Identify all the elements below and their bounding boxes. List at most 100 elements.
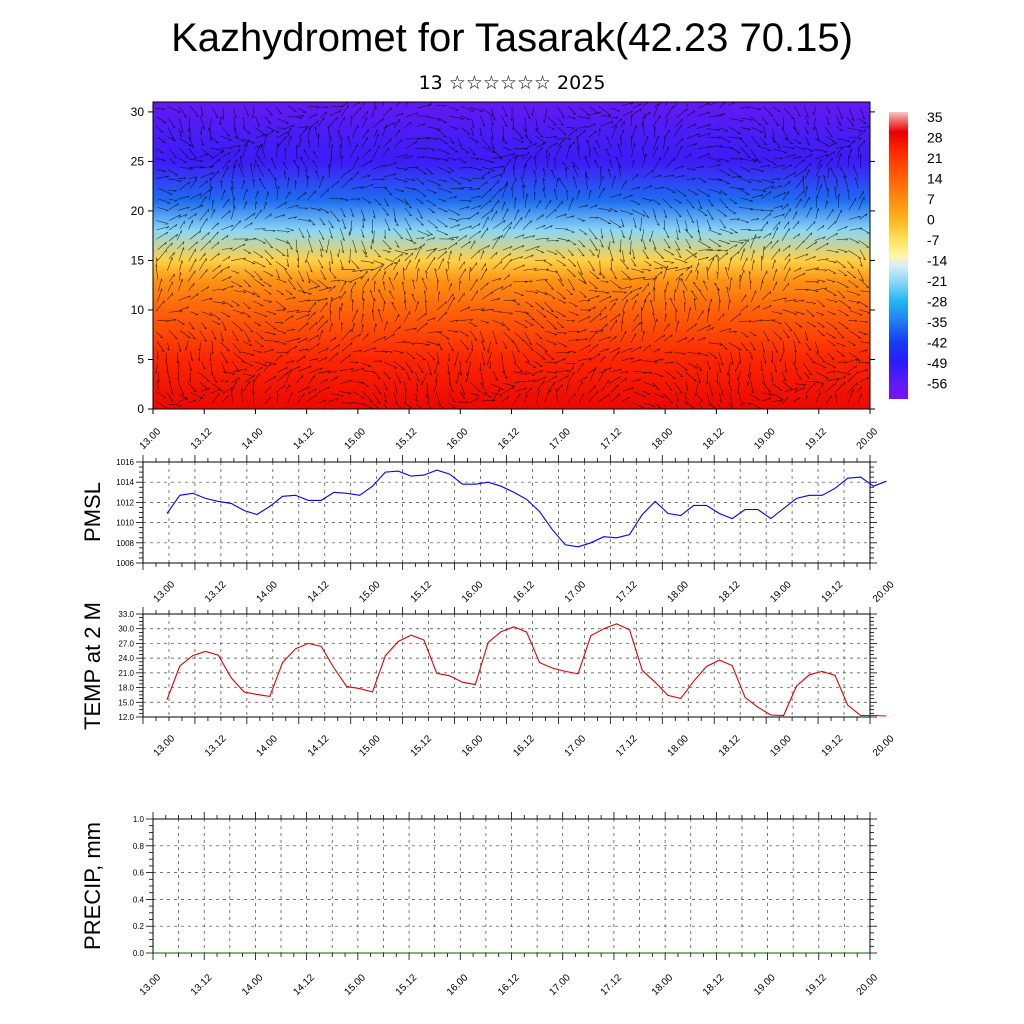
x-tick-label: 14.00 <box>254 733 280 759</box>
wind-vector-paths <box>155 102 870 409</box>
x-tick-label: 14.00 <box>240 426 266 452</box>
x-tick-label: 18.12 <box>701 426 727 452</box>
y-tick-label: 10 <box>131 303 145 317</box>
x-tick-label: 20.00 <box>871 579 897 605</box>
y-tick-label: 30 <box>131 105 145 119</box>
x-tick-label: 13.12 <box>203 733 229 759</box>
colorbar-label: -42 <box>927 335 947 351</box>
x-tick-label: 18.00 <box>650 972 676 998</box>
x-tick-label: 19.12 <box>803 972 829 998</box>
x-tick-label: 13.00 <box>138 426 164 452</box>
x-tick-label: 13.00 <box>138 972 164 998</box>
x-tick-label: 20.00 <box>855 426 881 452</box>
x-tick-label: 17.12 <box>599 426 625 452</box>
colorbar-label: 0 <box>927 212 935 228</box>
colorbar-label: 35 <box>927 109 943 125</box>
y-tick-label: 24.0 <box>118 654 134 663</box>
y-tick-label: 0.0 <box>133 949 145 958</box>
x-tick-label: 16.12 <box>511 579 537 605</box>
x-tick-label: 19.00 <box>768 579 794 605</box>
chart-subtitle: 13 ☆☆☆☆☆☆ 2025 <box>418 72 606 94</box>
colorbar-bar <box>889 112 908 399</box>
y-tick-label: 0.6 <box>133 869 145 878</box>
colorbar-label: -7 <box>927 232 940 248</box>
y-tick-label: 1008 <box>116 539 134 548</box>
y-tick-label: 20 <box>131 204 145 218</box>
x-tick-label: 13.00 <box>152 733 178 759</box>
x-tick-label: 13.12 <box>189 426 215 452</box>
y-tick-label: 1010 <box>116 519 134 528</box>
x-tick-label: 19.12 <box>820 733 846 759</box>
y-tick-label: 1012 <box>116 498 134 507</box>
x-tick-label: 17.00 <box>547 426 573 452</box>
colorbar: 35 28 21 14 7 0 -7 -14 -21 -28 -35 -42 -49 -56 <box>889 109 947 399</box>
y-tick-label: 0 <box>137 402 144 416</box>
cross-section-panel: 0 5 10 15 20 25 30 13.00 13.12 14.00 14.12 15.00 15.… <box>131 101 881 452</box>
colorbar-label: 28 <box>927 130 943 146</box>
x-tick-label: 16.12 <box>511 733 537 759</box>
x-tick-label: 14.12 <box>306 579 332 605</box>
y-tick-label: 0.8 <box>133 842 145 851</box>
colorbar-label: 21 <box>927 150 943 166</box>
x-tick-label: 17.12 <box>614 579 640 605</box>
y-tick-label: 33.0 <box>118 610 134 619</box>
x-tick-label: 15.00 <box>343 972 369 998</box>
y-tick-label: 21.0 <box>118 669 134 678</box>
x-tick-label: 20.00 <box>855 972 881 998</box>
colorbar-label: -35 <box>927 314 947 330</box>
temp-series-line <box>166 623 887 717</box>
y-tick-label: 1014 <box>116 478 134 487</box>
x-tick-label: 19.00 <box>752 972 778 998</box>
y-tick-label: 30.0 <box>118 625 134 634</box>
x-tick-label: 18.12 <box>717 733 743 759</box>
y-tick-label: 1.0 <box>133 815 145 824</box>
x-tick-label: 15.00 <box>357 733 383 759</box>
x-tick-label: 17.12 <box>614 733 640 759</box>
grid-lines <box>153 819 870 953</box>
colorbar-label: -56 <box>927 376 947 392</box>
x-tick-label: 15.00 <box>343 426 369 452</box>
y-tick-label: 0.2 <box>133 922 145 931</box>
x-tick-label: 18.00 <box>650 426 676 452</box>
x-tick-label: 17.00 <box>547 972 573 998</box>
grid-lines <box>143 614 870 717</box>
temp-axis-label: TEMP at 2 M <box>80 602 105 730</box>
colorbar-label: -28 <box>927 294 947 310</box>
x-tick-label: 19.00 <box>752 426 778 452</box>
pmsl-panel: 1016 1014 1012 1010 1008 1006 13.00 13.12 14.00 1… <box>80 455 897 605</box>
y-tick-label: 25 <box>131 154 145 168</box>
colorbar-label: -49 <box>927 355 947 371</box>
x-tick-label: 16.00 <box>445 972 471 998</box>
wind-vectors <box>155 102 870 409</box>
x-tick-label: 14.12 <box>306 733 332 759</box>
x-tick-label: 15.12 <box>409 579 435 605</box>
colorbar-label: 14 <box>927 171 943 187</box>
temp-panel: 33.0 30.0 27.0 24.0 21.0 18.0 15.0 12.0 13.00 13.… <box>80 602 897 759</box>
x-tick-label: 15.00 <box>357 579 383 605</box>
x-tick-label: 15.12 <box>394 972 420 998</box>
x-tick-label: 17.00 <box>563 579 589 605</box>
pmsl-axis-label: PMSL <box>80 482 105 542</box>
x-tick-label: 20.00 <box>871 733 897 759</box>
y-tick-label: 0.4 <box>133 895 145 904</box>
y-tick-label: 1006 <box>116 559 134 568</box>
x-tick-label: 17.12 <box>599 972 625 998</box>
grid-lines <box>143 462 870 563</box>
y-tick-label: 15 <box>131 253 145 267</box>
y-tick-label: 12.0 <box>118 713 134 722</box>
x-tick-label: 18.12 <box>717 579 743 605</box>
x-tick-label: 16.12 <box>496 426 522 452</box>
x-tick-label: 19.12 <box>820 579 846 605</box>
precip-panel: 1.0 0.8 0.6 0.4 0.2 0.0 13.00 13.12 14.00 14.12 15… <box>80 812 880 998</box>
y-tick-label: 1016 <box>116 458 134 467</box>
temperature-field <box>153 102 870 409</box>
x-tick-label: 13.00 <box>152 579 178 605</box>
x-tick-label: 14.12 <box>291 972 317 998</box>
y-tick-label: 5 <box>137 352 144 366</box>
precip-axis-label: PRECIP, mm <box>80 822 105 950</box>
x-tick-label: 18.00 <box>665 733 691 759</box>
x-tick-label: 13.12 <box>203 579 229 605</box>
x-tick-label: 14.00 <box>240 972 266 998</box>
x-tick-label: 19.00 <box>768 733 794 759</box>
